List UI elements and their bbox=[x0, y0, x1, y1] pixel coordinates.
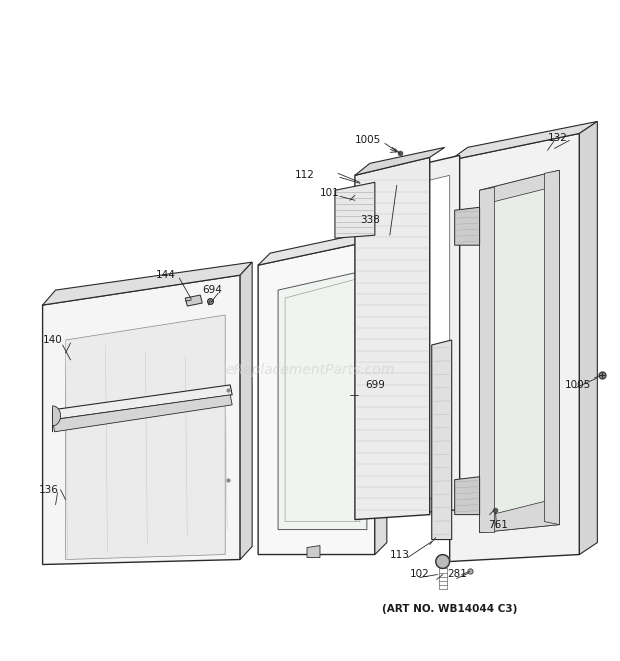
Polygon shape bbox=[43, 275, 240, 564]
Text: 761: 761 bbox=[489, 520, 508, 529]
Polygon shape bbox=[66, 315, 225, 559]
Text: 136: 136 bbox=[38, 485, 58, 494]
Polygon shape bbox=[454, 477, 480, 515]
Text: 281: 281 bbox=[448, 570, 467, 580]
Polygon shape bbox=[43, 262, 252, 305]
Polygon shape bbox=[278, 270, 367, 529]
Polygon shape bbox=[480, 171, 559, 206]
Polygon shape bbox=[335, 182, 375, 238]
Text: 112: 112 bbox=[295, 171, 315, 180]
Polygon shape bbox=[432, 340, 452, 539]
Text: 694: 694 bbox=[202, 285, 222, 295]
Polygon shape bbox=[480, 498, 559, 533]
Polygon shape bbox=[355, 157, 430, 520]
Polygon shape bbox=[454, 208, 480, 245]
Polygon shape bbox=[480, 171, 559, 533]
Text: 1005: 1005 bbox=[564, 380, 591, 390]
Text: 144: 144 bbox=[156, 270, 175, 280]
Polygon shape bbox=[580, 122, 597, 555]
Polygon shape bbox=[395, 155, 459, 515]
Polygon shape bbox=[53, 395, 232, 432]
Circle shape bbox=[436, 555, 449, 568]
Polygon shape bbox=[53, 385, 232, 420]
Text: 1005: 1005 bbox=[355, 136, 381, 145]
Polygon shape bbox=[375, 228, 387, 555]
Text: 101: 101 bbox=[320, 188, 340, 198]
Polygon shape bbox=[53, 406, 61, 432]
Text: 113: 113 bbox=[390, 549, 410, 559]
Polygon shape bbox=[450, 122, 597, 161]
Text: 102: 102 bbox=[410, 570, 430, 580]
Text: 338: 338 bbox=[360, 215, 380, 225]
Polygon shape bbox=[450, 134, 580, 561]
Text: (ART NO. WB14044 C3): (ART NO. WB14044 C3) bbox=[382, 604, 517, 615]
Polygon shape bbox=[258, 240, 375, 555]
Polygon shape bbox=[258, 228, 387, 265]
Polygon shape bbox=[480, 187, 495, 533]
Polygon shape bbox=[185, 295, 202, 306]
Polygon shape bbox=[544, 171, 559, 525]
Text: 699: 699 bbox=[365, 380, 385, 390]
Polygon shape bbox=[355, 147, 445, 175]
Circle shape bbox=[438, 557, 448, 566]
Text: 132: 132 bbox=[547, 134, 567, 143]
Polygon shape bbox=[307, 545, 320, 557]
Polygon shape bbox=[240, 262, 252, 559]
Text: eReplacementParts.com: eReplacementParts.com bbox=[225, 363, 395, 377]
Polygon shape bbox=[408, 175, 450, 500]
Text: 140: 140 bbox=[43, 335, 63, 345]
